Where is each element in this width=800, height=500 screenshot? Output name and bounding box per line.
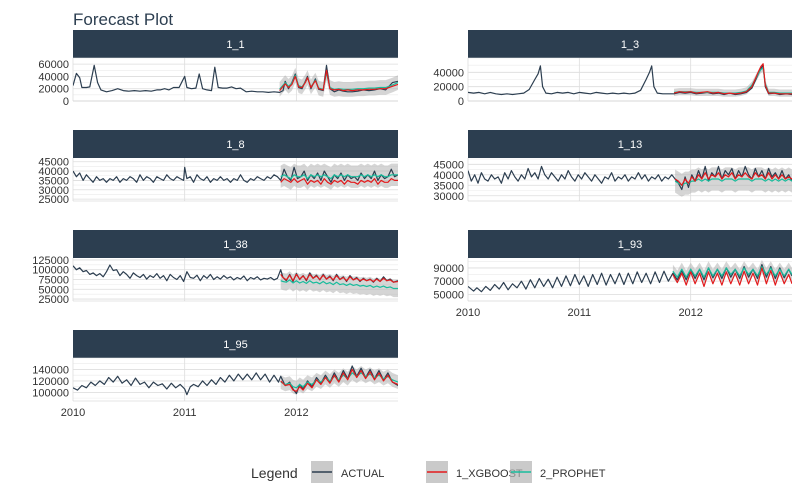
series-line-2-prophet xyxy=(672,266,792,278)
y-tick-label: 40000 xyxy=(433,67,464,79)
y-tick-label: 40000 xyxy=(38,166,69,178)
y-tick-label: 35000 xyxy=(38,175,69,187)
y-tick-label: 45000 xyxy=(433,159,464,171)
panel-strip xyxy=(468,30,792,58)
panel-strip-label: 1_1 xyxy=(226,39,244,51)
series-line-2-prophet xyxy=(280,279,398,290)
panel-strip xyxy=(73,30,398,58)
legend-key-1-xgboost: 1_XGBOOST xyxy=(426,461,523,483)
panel-strip xyxy=(73,230,398,258)
x-tick-label: 2011 xyxy=(568,307,592,319)
series-line-1-xgboost xyxy=(280,273,398,283)
legend-label: ACTUAL xyxy=(341,468,384,480)
legend-label: 1_XGBOOST xyxy=(456,468,523,480)
legend-label: 2_PROPHET xyxy=(540,468,606,480)
y-tick-label: 0 xyxy=(63,96,69,108)
series-line-1-xgboost xyxy=(674,172,792,186)
panel-strip xyxy=(468,230,792,258)
y-tick-label: 20000 xyxy=(38,84,69,96)
panel-strip-label: 1_8 xyxy=(226,139,244,151)
y-tick-label: 40000 xyxy=(433,170,464,182)
y-tick-label: 20000 xyxy=(433,82,464,94)
legend-key-2-prophet: 2_PROPHET xyxy=(510,461,606,483)
panel-strip xyxy=(73,130,398,158)
y-tick-label: 100000 xyxy=(32,387,69,399)
y-tick-label: 125000 xyxy=(32,255,69,267)
panel-strip-label: 1_95 xyxy=(223,339,247,351)
x-tick-label: 2012 xyxy=(284,407,308,419)
chart-title: Forecast Plot xyxy=(73,10,173,29)
y-tick-label: 75000 xyxy=(38,275,69,287)
y-tick-label: 30000 xyxy=(433,191,464,203)
y-tick-label: 50000 xyxy=(433,289,464,301)
x-tick-label: 2011 xyxy=(173,407,197,419)
series-line-1-xgboost xyxy=(280,178,398,185)
y-tick-label: 50000 xyxy=(38,284,69,296)
y-tick-label: 35000 xyxy=(433,180,464,192)
series-line-actual xyxy=(468,165,792,191)
series-line-1-xgboost xyxy=(673,63,792,95)
panel-strip-label: 1_38 xyxy=(223,239,247,251)
x-tick-label: 2012 xyxy=(678,307,702,319)
series-line-actual xyxy=(468,264,792,293)
x-tick-label: 2010 xyxy=(61,407,85,419)
series-line-2-prophet xyxy=(280,174,398,180)
y-tick-label: 60000 xyxy=(38,59,69,71)
legend-title: Legend xyxy=(251,465,298,481)
y-tick-label: 25000 xyxy=(38,194,69,206)
y-tick-label: 30000 xyxy=(38,185,69,197)
series-line-actual xyxy=(468,64,792,96)
panel-strip xyxy=(468,130,792,158)
y-tick-label: 45000 xyxy=(38,157,69,169)
panel-strip-label: 1_3 xyxy=(621,39,639,51)
panel-1_3: 1_3 0 20000 40000 xyxy=(433,30,792,108)
y-tick-label: 120000 xyxy=(32,376,69,388)
y-tick-label: 40000 xyxy=(38,71,69,83)
y-tick-label: 25000 xyxy=(38,294,69,306)
series-line-1-xgboost xyxy=(280,368,398,392)
legend-key-actual: ACTUAL xyxy=(311,461,384,483)
legend: Legend ACTUAL 1_XGBOOST 2_PROPHET xyxy=(251,461,606,483)
y-tick-label: 70000 xyxy=(433,276,464,288)
y-tick-label: 90000 xyxy=(433,263,464,275)
series-line-actual xyxy=(73,166,398,183)
panel-strip-label: 1_93 xyxy=(618,239,642,251)
panels-layer: 1_102000040000600001_3020000400001_82500… xyxy=(32,30,792,419)
panel-strip xyxy=(73,330,398,358)
x-tick-label: 2010 xyxy=(456,307,480,319)
series-line-1-xgboost xyxy=(279,69,398,92)
panel-strip-label: 1_13 xyxy=(618,139,642,151)
y-tick-label: 100000 xyxy=(32,265,69,277)
series-line-actual xyxy=(73,365,398,396)
series-line-actual xyxy=(73,64,398,93)
series-line-1-xgboost xyxy=(672,267,792,287)
y-tick-label: 140000 xyxy=(32,364,69,376)
y-tick-label: 0 xyxy=(458,96,464,108)
